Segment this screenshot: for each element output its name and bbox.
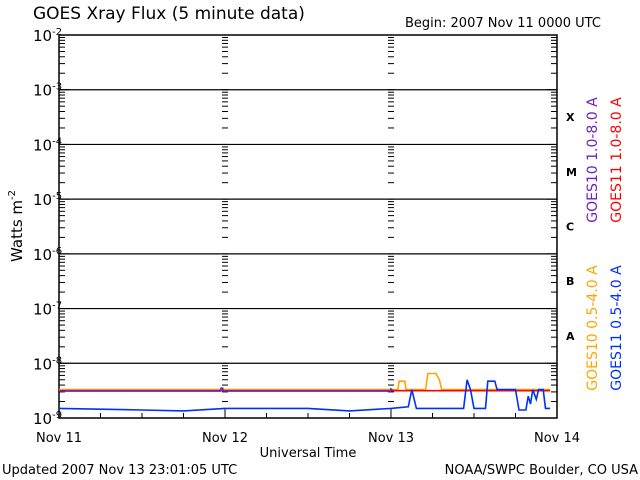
flare-class-label: A <box>566 330 575 343</box>
y-tick-base: 10 <box>33 355 52 373</box>
y-tick-exp: -3 <box>52 82 62 93</box>
y-tick-label: 10-2 <box>33 27 62 45</box>
y-tick-exp: -6 <box>52 246 62 257</box>
y-tick-label: 10-3 <box>33 82 62 100</box>
x-tick-label: Nov 12 <box>202 431 248 446</box>
y-tick-base: 10 <box>33 136 52 154</box>
y-tick-base: 10 <box>33 246 52 264</box>
y-tick-label: 10-4 <box>33 136 62 154</box>
y-tick-exp: -8 <box>52 355 62 366</box>
x-tick-label: Nov 11 <box>36 431 82 446</box>
plot-frame <box>58 34 558 419</box>
y-tick-exp: -7 <box>52 301 62 312</box>
y-axis-label: Watts m-2 <box>7 190 26 262</box>
y-tick-exp: -4 <box>52 136 62 147</box>
flare-class-label: B <box>566 275 574 288</box>
y-tick-label: 10-9 <box>33 410 62 428</box>
series-line-0 <box>59 372 551 391</box>
series-line-3 <box>58 379 551 412</box>
y-tick-label: 10-5 <box>33 191 62 209</box>
y-tick-exp: -2 <box>52 27 62 38</box>
y-tick-base: 10 <box>33 27 52 45</box>
y-axis-label-text: Watts m <box>8 200 26 262</box>
legend-entry: GOES11 1.0-8.0 A <box>609 97 625 223</box>
chart-title: GOES Xray Flux (5 minute data) <box>33 4 305 24</box>
flare-class-label: C <box>566 221 574 234</box>
flare-class-label: M <box>566 166 577 179</box>
y-tick-label: 10-8 <box>33 355 62 373</box>
series-line-2 <box>59 387 394 392</box>
x-axis-label: Universal Time <box>260 446 357 461</box>
footer-updated: Updated 2007 Nov 13 23:01:05 UTC <box>2 463 237 478</box>
y-tick-base: 10 <box>33 410 52 428</box>
flare-class-label: X <box>566 111 575 124</box>
x-tick-label: Nov 14 <box>534 431 580 446</box>
begin-label: Begin: 2007 Nov 11 0000 UTC <box>405 16 601 31</box>
legend-entry: GOES10 1.0-8.0 A <box>585 97 601 223</box>
y-axis-label-exp: -2 <box>7 190 18 200</box>
y-tick-label: 10-6 <box>33 246 62 264</box>
y-tick-label: 10-7 <box>33 301 62 319</box>
y-tick-base: 10 <box>33 82 52 100</box>
y-tick-base: 10 <box>33 301 52 319</box>
footer-source: NOAA/SWPC Boulder, CO USA <box>445 463 638 478</box>
y-tick-exp: -9 <box>52 410 62 421</box>
y-tick-base: 10 <box>33 191 52 209</box>
legend-entry: GOES10 0.5-4.0 A <box>585 265 601 391</box>
x-tick-label: Nov 13 <box>368 431 414 446</box>
svg-text:Watts m-2: Watts m-2 <box>7 190 26 262</box>
legend-entry: GOES11 0.5-4.0 A <box>609 265 625 391</box>
y-tick-exp: -5 <box>52 191 62 202</box>
